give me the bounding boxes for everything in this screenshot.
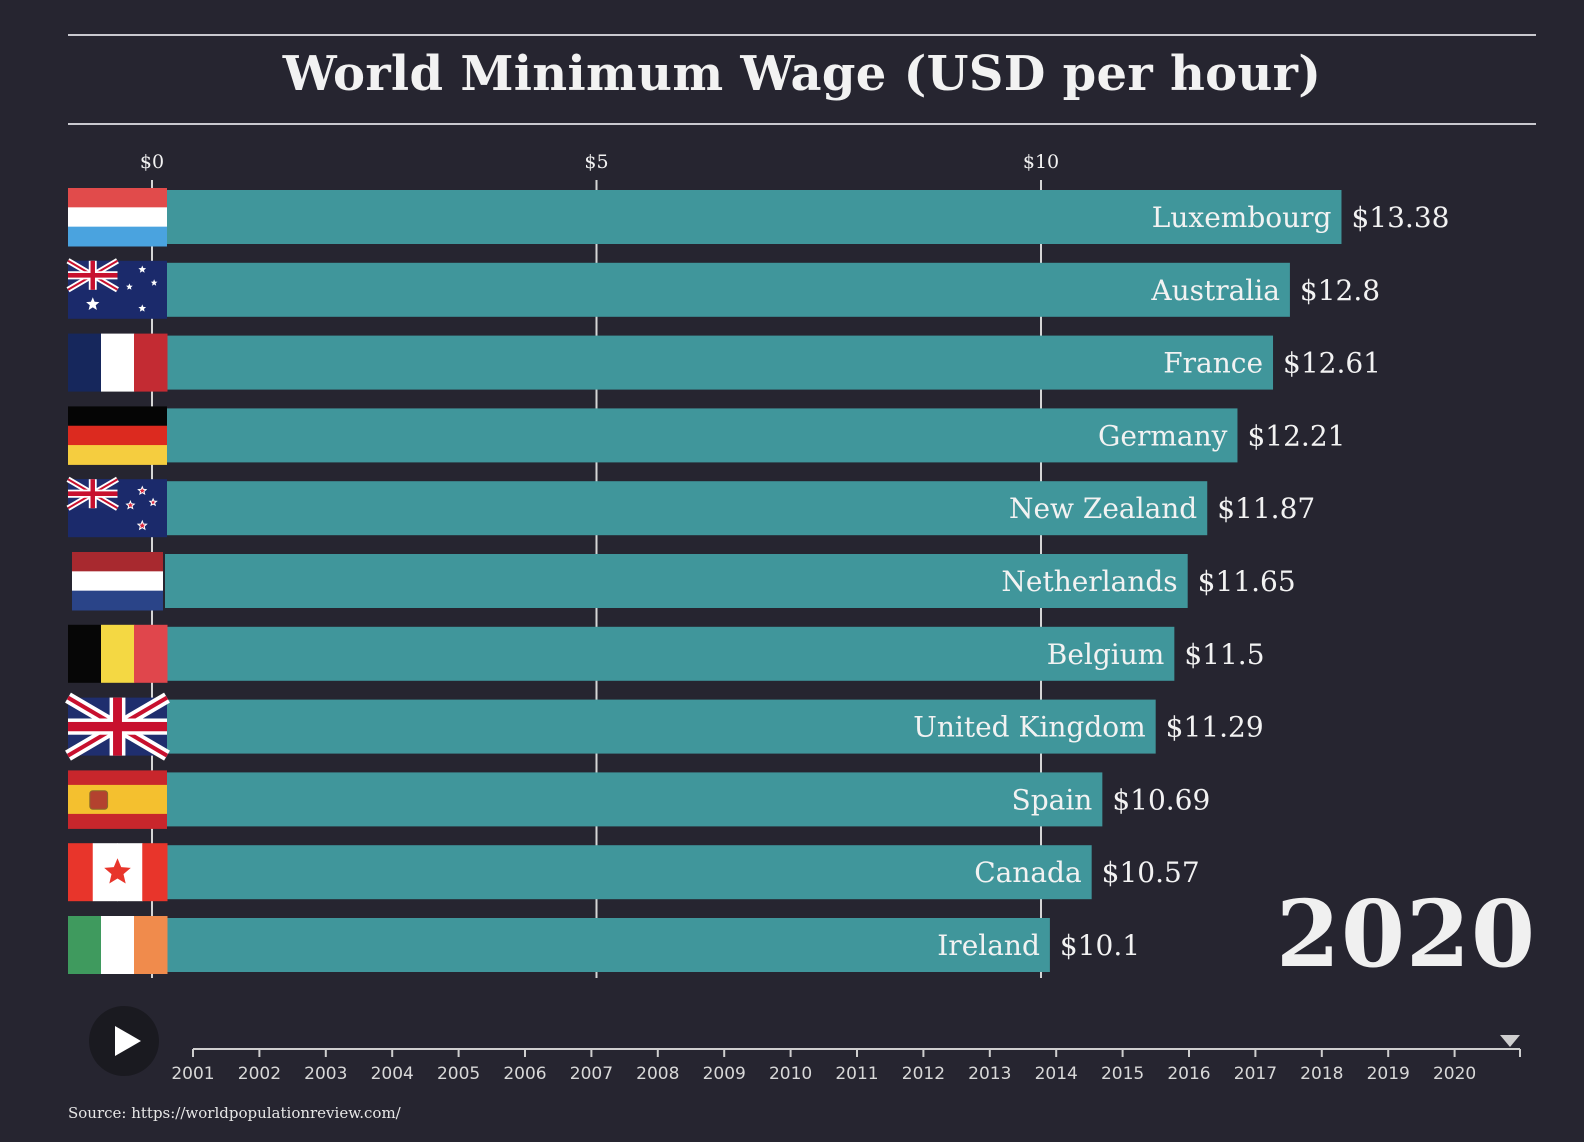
category-label: France <box>1163 347 1263 380</box>
bar <box>165 554 1188 608</box>
bar <box>165 481 1208 536</box>
australia-flag-icon <box>66 258 167 319</box>
france-flag-icon <box>68 333 168 392</box>
spain-flag-icon <box>68 770 167 829</box>
bar <box>165 772 1103 827</box>
bar <box>165 626 1175 681</box>
timeline-year-label[interactable]: 2017 <box>1234 1064 1277 1084</box>
timeline-year-label[interactable]: 2001 <box>171 1064 214 1084</box>
bar <box>165 408 1238 463</box>
data-label: $11.65 <box>1198 565 1296 598</box>
data-label: $11.29 <box>1166 711 1264 744</box>
category-label: New Zealand <box>1009 492 1197 525</box>
timeline-year-label[interactable]: 2006 <box>503 1064 546 1084</box>
new-zealand-flag-icon <box>66 476 167 538</box>
belgium-flag-icon <box>68 624 168 683</box>
source-note: Source: https://worldpopulationreview.co… <box>68 1104 401 1122</box>
timeline-handle[interactable] <box>1500 1035 1520 1047</box>
ireland-flag-icon <box>68 916 168 974</box>
x-tick-label: $5 <box>584 151 608 173</box>
x-tick-label: $10 <box>1023 151 1059 173</box>
category-label: Germany <box>1098 419 1228 452</box>
data-label: $12.8 <box>1300 274 1380 307</box>
data-label: $11.5 <box>1184 638 1264 671</box>
netherlands-flag-icon <box>72 552 163 611</box>
timeline-year-label[interactable]: 2015 <box>1101 1064 1144 1084</box>
timeline-year-label[interactable]: 2004 <box>371 1064 414 1084</box>
united-kingdom-flag-icon <box>65 692 170 761</box>
bar <box>165 335 1274 390</box>
data-label: $11.87 <box>1217 492 1315 525</box>
category-label: Netherlands <box>1001 565 1177 598</box>
current-year-label: 2020 <box>1275 880 1536 988</box>
data-label: $10.69 <box>1112 783 1210 816</box>
category-label: Belgium <box>1047 638 1165 671</box>
title-rule <box>68 123 1536 125</box>
timeline-year-label[interactable]: 2016 <box>1167 1064 1210 1084</box>
timeline-year-label[interactable]: 2010 <box>769 1064 812 1084</box>
data-label: $13.38 <box>1351 201 1449 234</box>
timeline-year-label[interactable]: 2007 <box>570 1064 613 1084</box>
bar <box>165 262 1290 317</box>
bar <box>165 918 1050 972</box>
luxembourg-flag-icon <box>68 188 167 247</box>
category-label: United Kingdom <box>913 711 1145 744</box>
timeline-year-label[interactable]: 2020 <box>1433 1064 1476 1084</box>
play-icon <box>115 1026 141 1056</box>
top-rule <box>68 34 1536 36</box>
timeline-year-label[interactable]: 2013 <box>968 1064 1011 1084</box>
timeline-year-label[interactable]: 2018 <box>1300 1064 1343 1084</box>
data-label: $12.21 <box>1247 419 1345 452</box>
bar <box>165 845 1092 900</box>
timeline-year-label[interactable]: 2003 <box>304 1064 347 1084</box>
canada-flag-icon <box>68 843 168 902</box>
bar <box>165 190 1342 244</box>
play-button[interactable] <box>89 1006 159 1076</box>
timeline-year-label[interactable]: 2019 <box>1367 1064 1410 1084</box>
data-label: $10.57 <box>1102 856 1200 889</box>
timeline-year-label[interactable]: 2002 <box>238 1064 281 1084</box>
category-label: Australia <box>1150 274 1280 307</box>
timeline-year-label[interactable]: 2008 <box>636 1064 679 1084</box>
x-tick-label: $0 <box>140 151 164 173</box>
timeline-year-label[interactable]: 2009 <box>703 1064 746 1084</box>
category-label: Spain <box>1012 783 1093 816</box>
category-label: Ireland <box>937 929 1040 962</box>
bar <box>165 699 1156 754</box>
timeline-year-label[interactable]: 2012 <box>902 1064 945 1084</box>
category-label: Luxembourg <box>1152 201 1332 234</box>
category-label: Canada <box>974 856 1081 889</box>
data-label: $12.61 <box>1283 347 1381 380</box>
germany-flag-icon <box>68 406 167 465</box>
timeline-year-label[interactable]: 2014 <box>1035 1064 1078 1084</box>
timeline-year-label[interactable]: 2011 <box>835 1064 878 1084</box>
data-label: $10.1 <box>1060 929 1140 962</box>
timeline-year-label[interactable]: 2005 <box>437 1064 480 1084</box>
chart-title: World Minimum Wage (USD per hour) <box>282 46 1322 102</box>
